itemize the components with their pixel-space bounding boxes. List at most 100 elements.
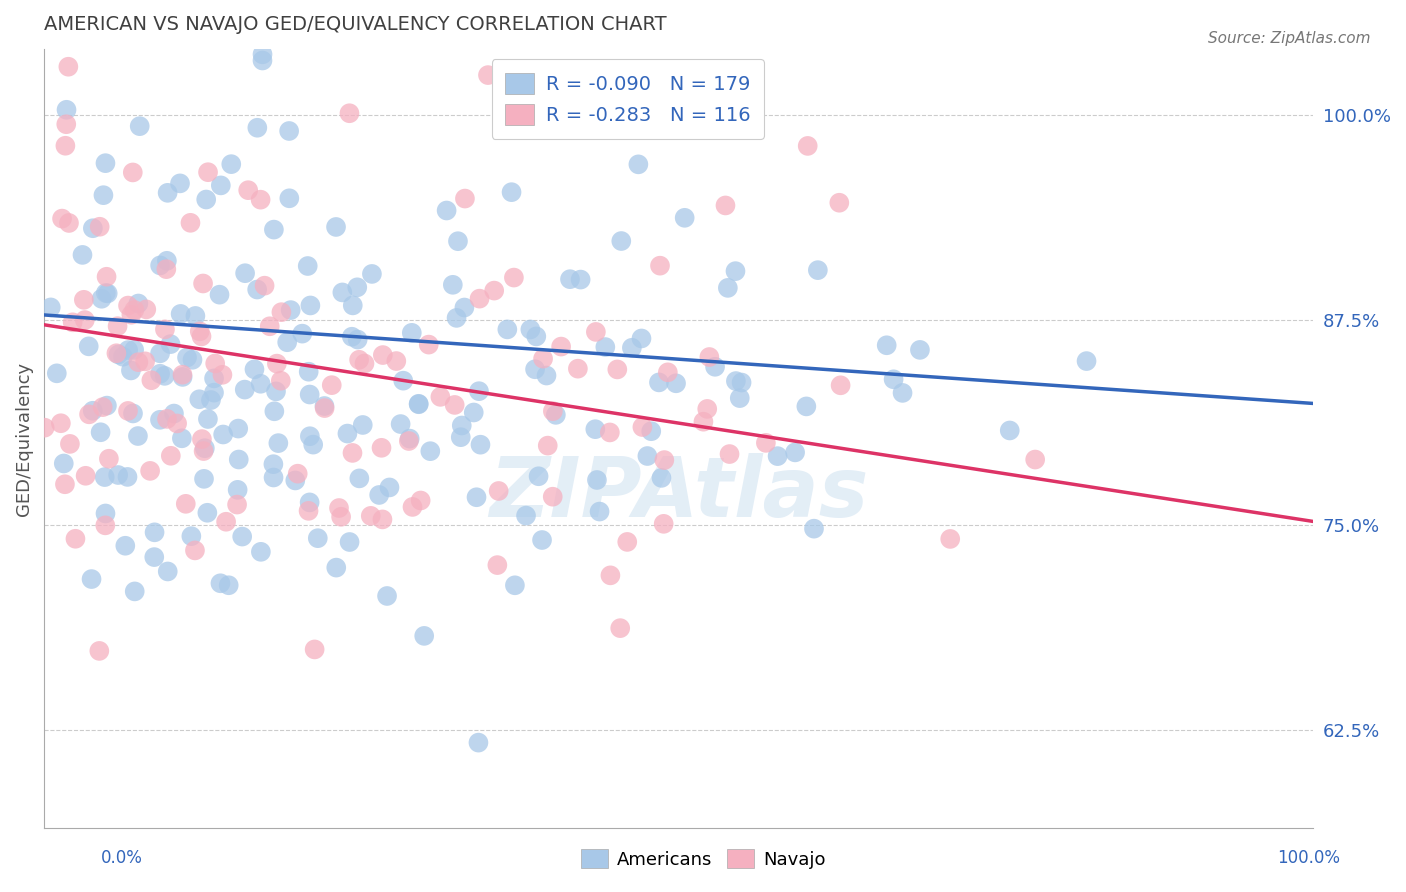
Point xyxy=(107,468,129,483)
Point xyxy=(141,373,163,387)
Point xyxy=(276,335,298,350)
Point xyxy=(202,385,225,400)
Point xyxy=(149,346,172,360)
Point xyxy=(134,354,156,368)
Point xyxy=(429,390,451,404)
Point xyxy=(194,441,217,455)
Point xyxy=(524,329,547,343)
Point xyxy=(302,437,325,451)
Point xyxy=(226,421,249,435)
Point xyxy=(263,470,285,484)
Point xyxy=(193,472,215,486)
Point xyxy=(321,378,343,392)
Legend: Americans, Navajo: Americans, Navajo xyxy=(574,841,832,876)
Point xyxy=(127,296,149,310)
Point xyxy=(159,337,181,351)
Point xyxy=(94,285,117,300)
Point xyxy=(96,399,118,413)
Point xyxy=(717,281,740,295)
Point xyxy=(401,326,423,340)
Point xyxy=(503,578,526,592)
Point xyxy=(389,417,412,431)
Point xyxy=(124,302,146,317)
Point xyxy=(179,216,201,230)
Point xyxy=(503,270,526,285)
Point xyxy=(342,446,364,460)
Point xyxy=(117,299,139,313)
Point xyxy=(541,404,564,418)
Point xyxy=(307,531,329,545)
Point xyxy=(325,219,347,234)
Point xyxy=(55,117,77,131)
Point xyxy=(595,340,617,354)
Point xyxy=(665,376,688,391)
Point xyxy=(215,515,238,529)
Point xyxy=(278,191,301,205)
Point xyxy=(82,221,104,235)
Point xyxy=(496,322,519,336)
Point xyxy=(127,355,149,369)
Point xyxy=(339,106,361,120)
Point xyxy=(117,470,139,484)
Point xyxy=(527,469,550,483)
Point xyxy=(470,438,492,452)
Point xyxy=(169,307,191,321)
Point xyxy=(284,474,307,488)
Point xyxy=(648,259,671,273)
Point xyxy=(188,392,211,407)
Point xyxy=(149,413,172,427)
Point xyxy=(127,429,149,443)
Point xyxy=(627,157,650,171)
Point xyxy=(488,483,510,498)
Point xyxy=(541,490,564,504)
Point xyxy=(558,272,581,286)
Point xyxy=(97,451,120,466)
Point xyxy=(620,341,643,355)
Point xyxy=(588,504,610,518)
Point xyxy=(156,186,179,200)
Point xyxy=(349,471,371,485)
Point xyxy=(263,404,285,418)
Point xyxy=(443,398,465,412)
Point xyxy=(143,525,166,540)
Point xyxy=(122,343,145,357)
Point xyxy=(796,400,818,414)
Point xyxy=(567,361,589,376)
Point xyxy=(156,412,179,426)
Point xyxy=(191,432,214,446)
Point xyxy=(121,165,143,179)
Point xyxy=(156,253,179,268)
Point xyxy=(259,319,281,334)
Point xyxy=(657,365,679,379)
Point xyxy=(652,453,675,467)
Point xyxy=(197,412,219,426)
Point xyxy=(336,426,359,441)
Point xyxy=(692,415,714,429)
Point xyxy=(228,452,250,467)
Point xyxy=(172,368,194,382)
Point xyxy=(278,124,301,138)
Point xyxy=(1076,354,1098,368)
Point xyxy=(156,565,179,579)
Point xyxy=(398,432,420,446)
Point xyxy=(180,529,202,543)
Point xyxy=(59,437,82,451)
Text: 100.0%: 100.0% xyxy=(1277,849,1340,867)
Point xyxy=(876,338,898,352)
Point xyxy=(447,234,470,248)
Point xyxy=(636,449,658,463)
Point xyxy=(314,399,336,413)
Point xyxy=(325,560,347,574)
Point xyxy=(418,337,440,351)
Point xyxy=(419,444,441,458)
Point xyxy=(467,736,489,750)
Point xyxy=(454,192,477,206)
Point xyxy=(413,629,436,643)
Point xyxy=(724,264,747,278)
Point xyxy=(392,374,415,388)
Point xyxy=(51,211,73,226)
Point xyxy=(249,193,271,207)
Point xyxy=(91,400,114,414)
Point xyxy=(298,495,321,509)
Point xyxy=(246,120,269,135)
